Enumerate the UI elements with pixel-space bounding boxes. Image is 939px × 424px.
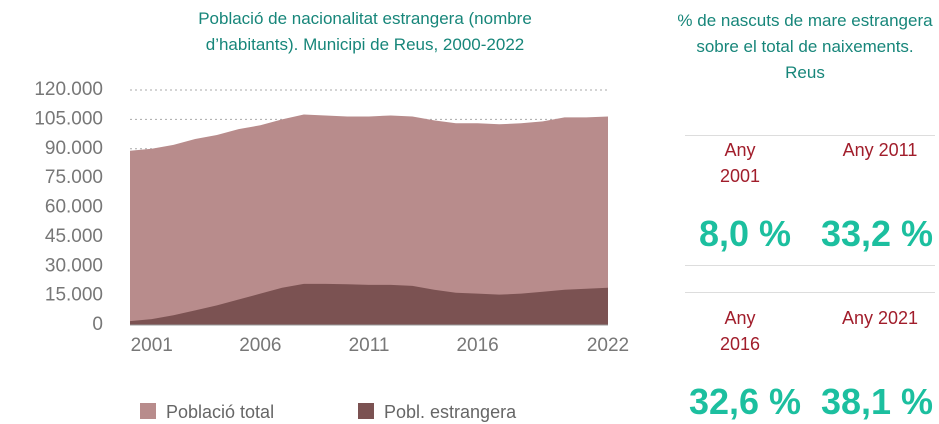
y-tick-label: 0 xyxy=(92,314,103,335)
item-value: 38,1 % xyxy=(820,381,934,422)
item-label: Any 2011 xyxy=(842,140,918,160)
x-tick-label: 2016 xyxy=(456,335,498,356)
chart: Població de nacionalitat estrangera (nom… xyxy=(34,9,629,422)
y-tick-label: 120.000 xyxy=(34,79,103,100)
item-value: 8,0 % xyxy=(698,213,792,254)
y-tick-label: 75.000 xyxy=(45,167,103,188)
area xyxy=(130,114,608,326)
legend-label: Pobl. estrangera xyxy=(384,402,517,422)
separator xyxy=(685,292,935,293)
y-tick-label: 30.000 xyxy=(45,255,103,276)
x-tick-label: 2022 xyxy=(587,335,629,356)
separator xyxy=(685,135,935,136)
item-label: Any 2001 xyxy=(719,140,761,186)
x-tick-label: 2011 xyxy=(349,335,390,356)
legend-label: Població total xyxy=(166,402,274,422)
separator xyxy=(685,265,935,266)
item-value: 33,2 % xyxy=(820,213,934,254)
item-value: 32,6 % xyxy=(688,381,802,422)
legend-swatch xyxy=(140,403,156,419)
x-tick-label: 2006 xyxy=(239,335,281,356)
area xyxy=(130,283,608,325)
panel-title: % de nascuts de mare estrangera sobre el… xyxy=(677,11,933,82)
x-tick-label: 2001 xyxy=(131,335,173,356)
y-tick-label: 15.000 xyxy=(45,285,103,306)
y-tick-label: 60.000 xyxy=(45,197,103,218)
item-label: Any 2021 xyxy=(841,308,919,328)
y-tick-label: 105.000 xyxy=(34,108,103,129)
item-label: Any 2016 xyxy=(719,308,761,354)
chart-title: Població de nacionalitat estrangera (nom… xyxy=(198,9,532,54)
legend-swatch xyxy=(358,403,374,419)
y-tick-label: 90.000 xyxy=(45,138,103,159)
y-tick-label: 45.000 xyxy=(45,226,103,247)
